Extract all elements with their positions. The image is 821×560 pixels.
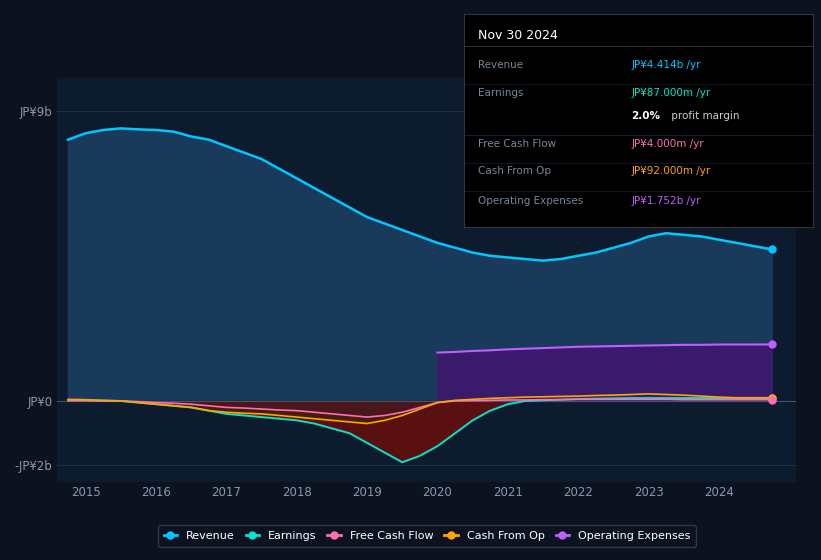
- Text: profit margin: profit margin: [668, 111, 740, 121]
- Text: Nov 30 2024: Nov 30 2024: [478, 29, 557, 42]
- Text: JP¥4.000m /yr: JP¥4.000m /yr: [631, 139, 704, 149]
- Text: JP¥87.000m /yr: JP¥87.000m /yr: [631, 88, 711, 98]
- Text: Earnings: Earnings: [478, 88, 523, 98]
- Text: Operating Expenses: Operating Expenses: [478, 196, 583, 206]
- Text: Revenue: Revenue: [478, 60, 523, 70]
- Text: JP¥1.752b /yr: JP¥1.752b /yr: [631, 196, 701, 206]
- Text: Cash From Op: Cash From Op: [478, 166, 551, 176]
- Legend: Revenue, Earnings, Free Cash Flow, Cash From Op, Operating Expenses: Revenue, Earnings, Free Cash Flow, Cash …: [158, 525, 696, 547]
- Text: JP¥92.000m /yr: JP¥92.000m /yr: [631, 166, 711, 176]
- Text: 2.0%: 2.0%: [631, 111, 660, 121]
- Text: JP¥4.414b /yr: JP¥4.414b /yr: [631, 60, 701, 70]
- Text: Free Cash Flow: Free Cash Flow: [478, 139, 556, 149]
